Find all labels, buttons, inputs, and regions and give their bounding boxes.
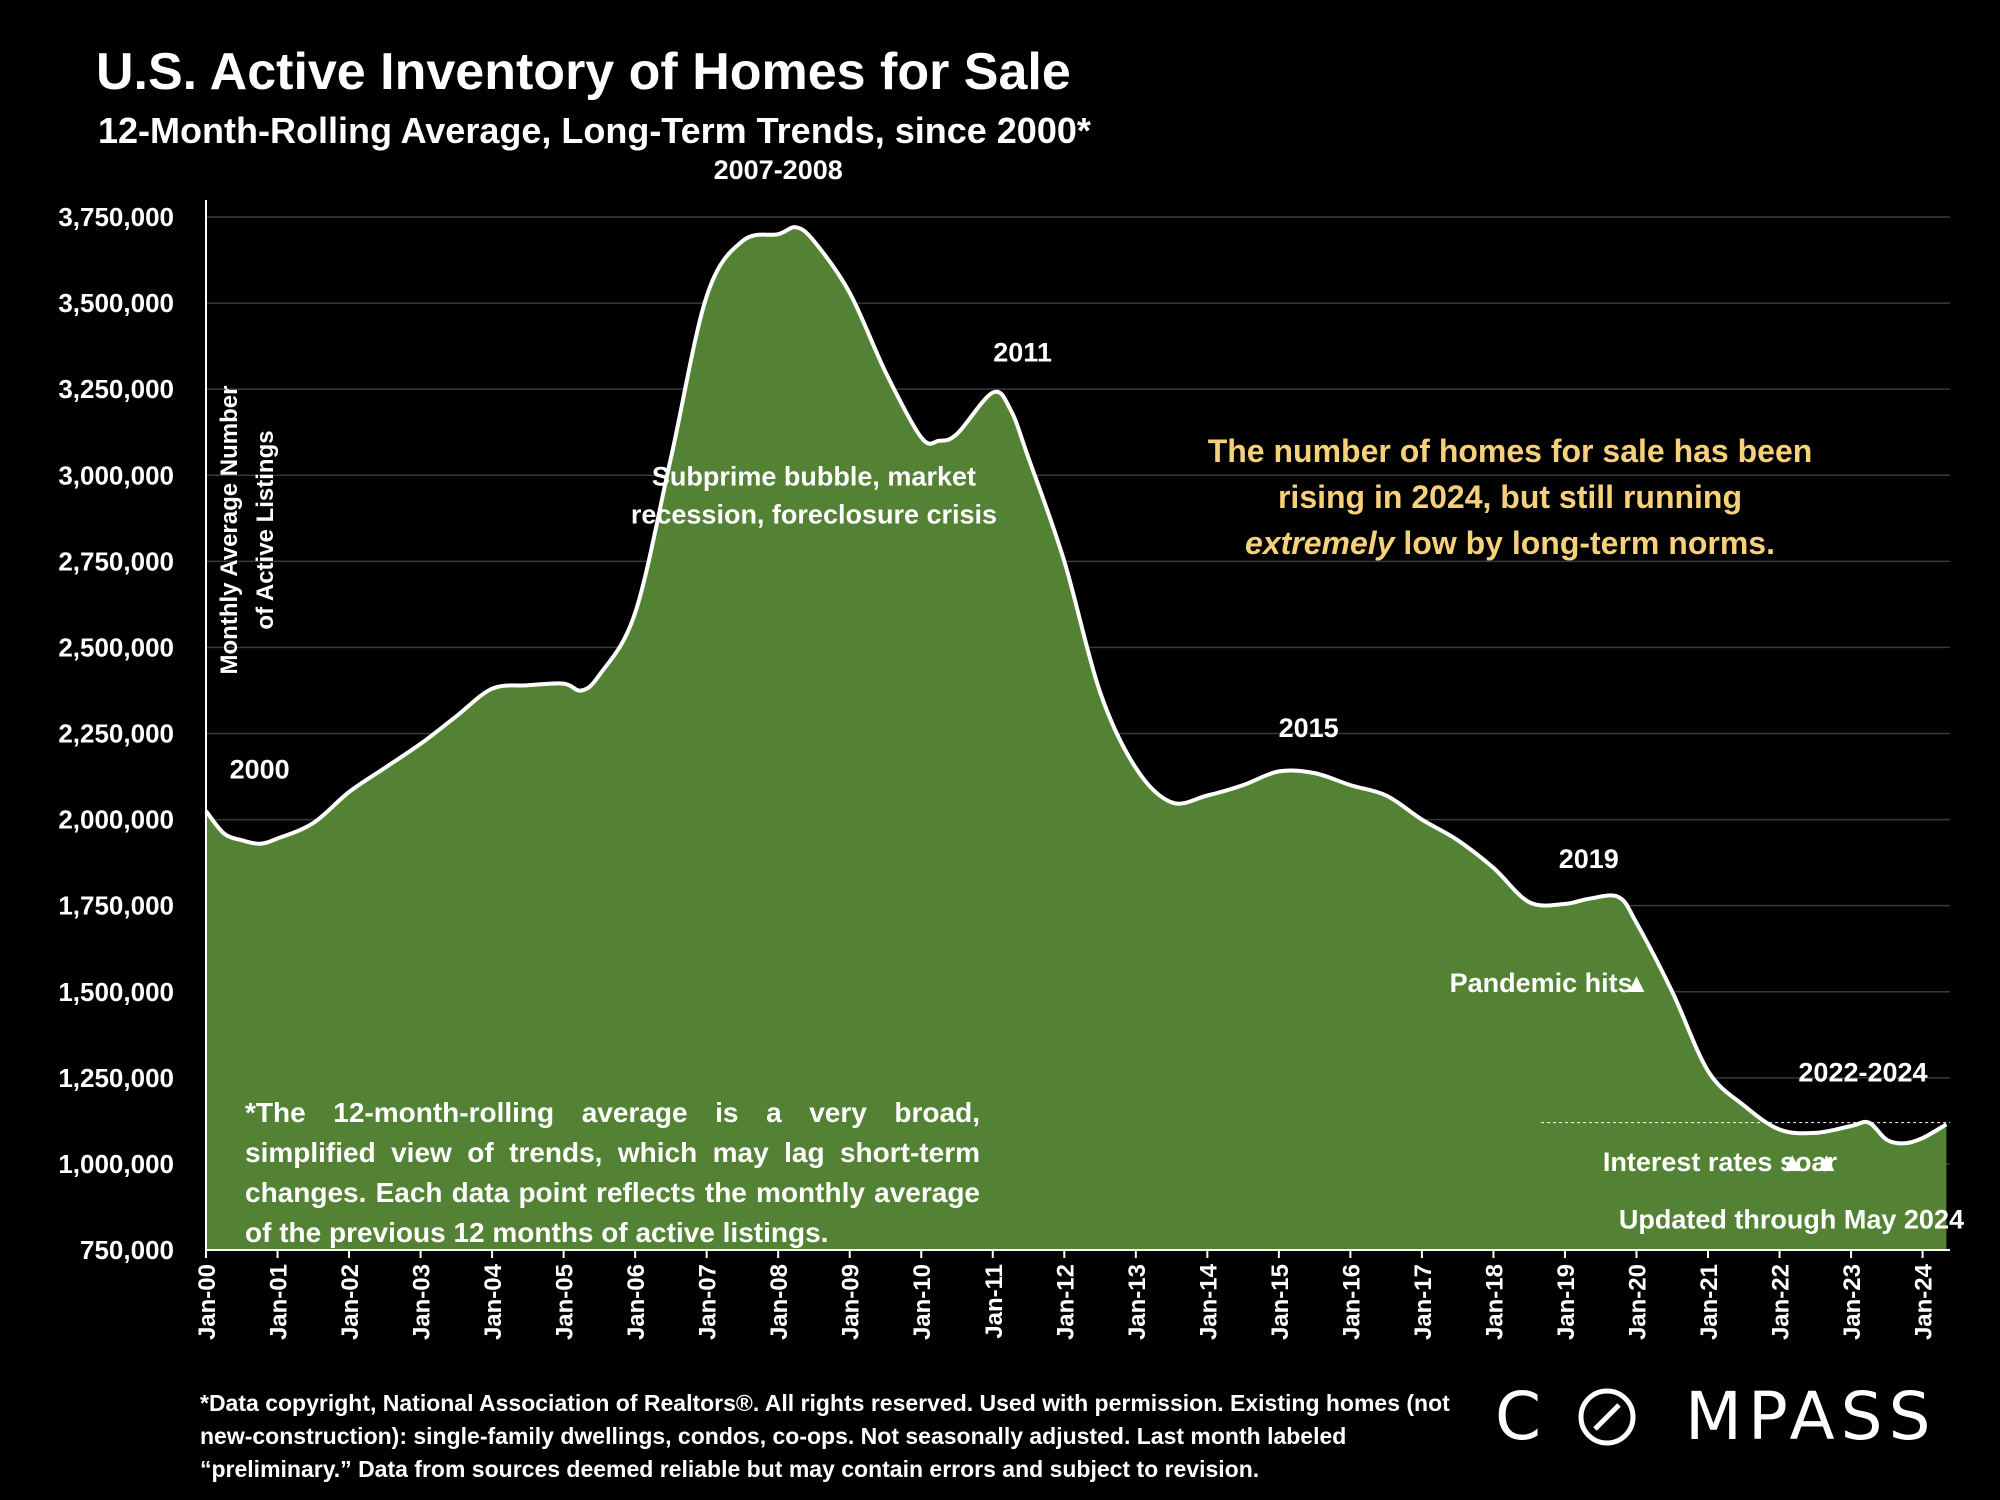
chart-annotation: 2019	[1559, 844, 1619, 874]
logo-text-right: MPASS	[1685, 1378, 1937, 1455]
callout-line-2: rising in 2024, but still running	[1277, 479, 1743, 515]
x-tick-label: Jan-20	[1625, 1264, 1652, 1340]
x-tick-label: Jan-13	[1124, 1264, 1151, 1340]
chart-annotation: 2000	[230, 754, 290, 784]
x-tick-label: Jan-18	[1481, 1264, 1508, 1340]
callout-line-3: extremely low by long-term norms.	[1160, 520, 1860, 566]
x-tick-label: Jan-19	[1553, 1264, 1580, 1340]
chart-annotation: ▲ ▲	[1779, 1147, 1840, 1177]
y-axis-title: Monthly Average Number	[216, 386, 243, 675]
y-tick-label: 750,000	[80, 1235, 174, 1265]
compass-o-icon	[1578, 1388, 1636, 1446]
chart-annotation: ▲	[1623, 968, 1650, 998]
source-note: *Data copyright, National Association of…	[200, 1390, 1450, 1482]
x-tick-label: Jan-06	[623, 1264, 650, 1340]
y-tick-label: 2,500,000	[58, 632, 174, 662]
x-tick-label: Jan-02	[337, 1264, 364, 1340]
y-tick-label: 1,500,000	[58, 977, 174, 1007]
y-tick-label: 2,000,000	[58, 805, 174, 835]
x-tick-label: Jan-15	[1267, 1264, 1294, 1340]
x-tick-label: Jan-21	[1696, 1264, 1723, 1340]
logo-text-left: C	[1495, 1378, 1548, 1455]
x-tick-label: Jan-01	[266, 1264, 293, 1340]
y-tick-label: 3,250,000	[58, 374, 174, 404]
inventory-series-line	[204, 225, 1948, 1146]
y-tick-label: 3,750,000	[58, 202, 174, 232]
x-tick-label: Jan-00	[194, 1264, 221, 1340]
x-tick-label: Jan-14	[1195, 1263, 1222, 1340]
x-tick-label: Jan-12	[1052, 1264, 1079, 1340]
x-tick-label: Jan-04	[480, 1263, 507, 1340]
x-tick-label: Jan-09	[838, 1264, 865, 1340]
inventory-area	[206, 227, 1947, 1250]
callout-line-3-rest: low by long-term norms.	[1394, 525, 1775, 561]
y-tick-label: 1,750,000	[58, 891, 174, 921]
chart-annotation: 2011	[993, 338, 1052, 368]
y-tick-label: 1,000,000	[58, 1149, 174, 1179]
x-tick-label: Jan-24	[1911, 1263, 1938, 1340]
y-tick-label: 2,750,000	[58, 546, 174, 576]
callout-emphasis: extremely	[1245, 525, 1395, 561]
chart-title: U.S. Active Inventory of Homes for Sale	[96, 43, 1071, 101]
rolling-average-footnote: *The 12-month-rolling average is a very …	[245, 1097, 980, 1248]
chart-annotation: 2022-2024	[1798, 1057, 1927, 1087]
chart-annotation: Updated through May 2024	[1619, 1205, 1964, 1235]
x-tick-label: Jan-05	[552, 1264, 579, 1340]
x-tick-label: Jan-08	[766, 1264, 793, 1340]
x-tick-label: Jan-11	[981, 1264, 1008, 1339]
chart-subtitle: 12-Month-Rolling Average, Long-Term Tren…	[98, 110, 1091, 151]
trend-callout: The number of homes for sale has been ri…	[1160, 428, 1860, 566]
x-tick-label: Jan-22	[1768, 1264, 1795, 1340]
x-tick-label: Jan-07	[695, 1264, 722, 1340]
y-tick-label: 2,250,000	[58, 719, 174, 749]
y-tick-label: 1,250,000	[58, 1063, 174, 1093]
chart-annotation: Interest rates soar	[1603, 1147, 1838, 1177]
chart-annotation: Subprime bubble, market	[652, 462, 976, 492]
x-tick-label: Jan-10	[909, 1264, 936, 1340]
y-tick-label: 3,000,000	[58, 460, 174, 490]
compass-logo: C MPASS	[1495, 1378, 1930, 1455]
x-tick-label: Jan-23	[1839, 1264, 1866, 1340]
x-tick-label: Jan-03	[409, 1264, 436, 1340]
y-tick-label: 3,500,000	[58, 288, 174, 318]
chart-annotation: Pandemic hits	[1450, 968, 1633, 998]
x-tick-label: Jan-17	[1410, 1264, 1437, 1340]
y-axis-title: of Active Listings	[252, 430, 279, 629]
chart-annotation: 2007-2008	[714, 155, 843, 185]
chart-annotation: 2015	[1279, 713, 1339, 743]
x-tick-label: Jan-16	[1338, 1264, 1365, 1340]
chart-annotation: recession, foreclosure crisis	[631, 499, 997, 529]
callout-line-1: The number of homes for sale has been	[1207, 433, 1813, 469]
